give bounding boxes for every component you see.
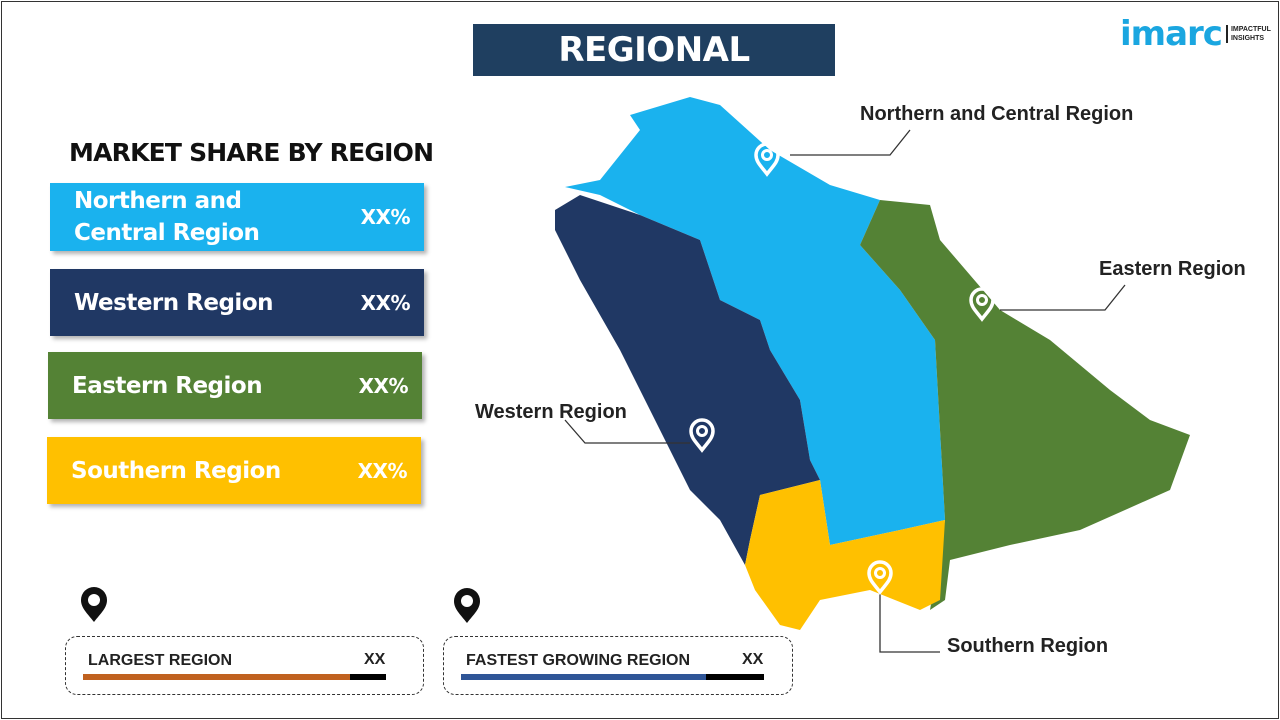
leader-line-southern: [879, 590, 940, 653]
map-region-northern-central: [565, 97, 945, 545]
location-pin-icon: [454, 588, 480, 623]
location-pin-icon: [81, 587, 107, 622]
fastest-growing-region-bar: [461, 674, 764, 680]
legend-card-eastern: Eastern Region XX%: [48, 352, 422, 419]
legend-card-southern: Southern Region XX%: [47, 437, 421, 504]
map-label-southern: Southern Region: [947, 635, 1109, 657]
largest-region-box: LARGEST REGION XX: [65, 636, 424, 695]
legend-card-northern-central: Northern and Central Region XX%: [50, 183, 424, 251]
leader-line-western: [564, 419, 690, 444]
map-region-eastern: [860, 200, 1190, 610]
legend-heading: MARKET SHARE BY REGION: [69, 138, 434, 167]
largest-region-bar: [83, 674, 386, 680]
legend-card-western: Western Region XX%: [50, 269, 424, 336]
map-label-northern-central: Northern and Central Region: [860, 103, 1134, 125]
map-label-eastern: Eastern Region: [1099, 258, 1246, 280]
logo: imarc IMPACTFUL INSIGHTS: [1120, 14, 1271, 54]
fastest-growing-region-box: FASTEST GROWING REGION XX: [443, 636, 793, 695]
map-region-southern: [745, 480, 945, 630]
leader-line-northern: [790, 129, 911, 156]
leader-line-eastern: [1000, 284, 1126, 311]
map-region-western: [555, 195, 820, 565]
map-label-western: Western Region: [475, 401, 627, 423]
